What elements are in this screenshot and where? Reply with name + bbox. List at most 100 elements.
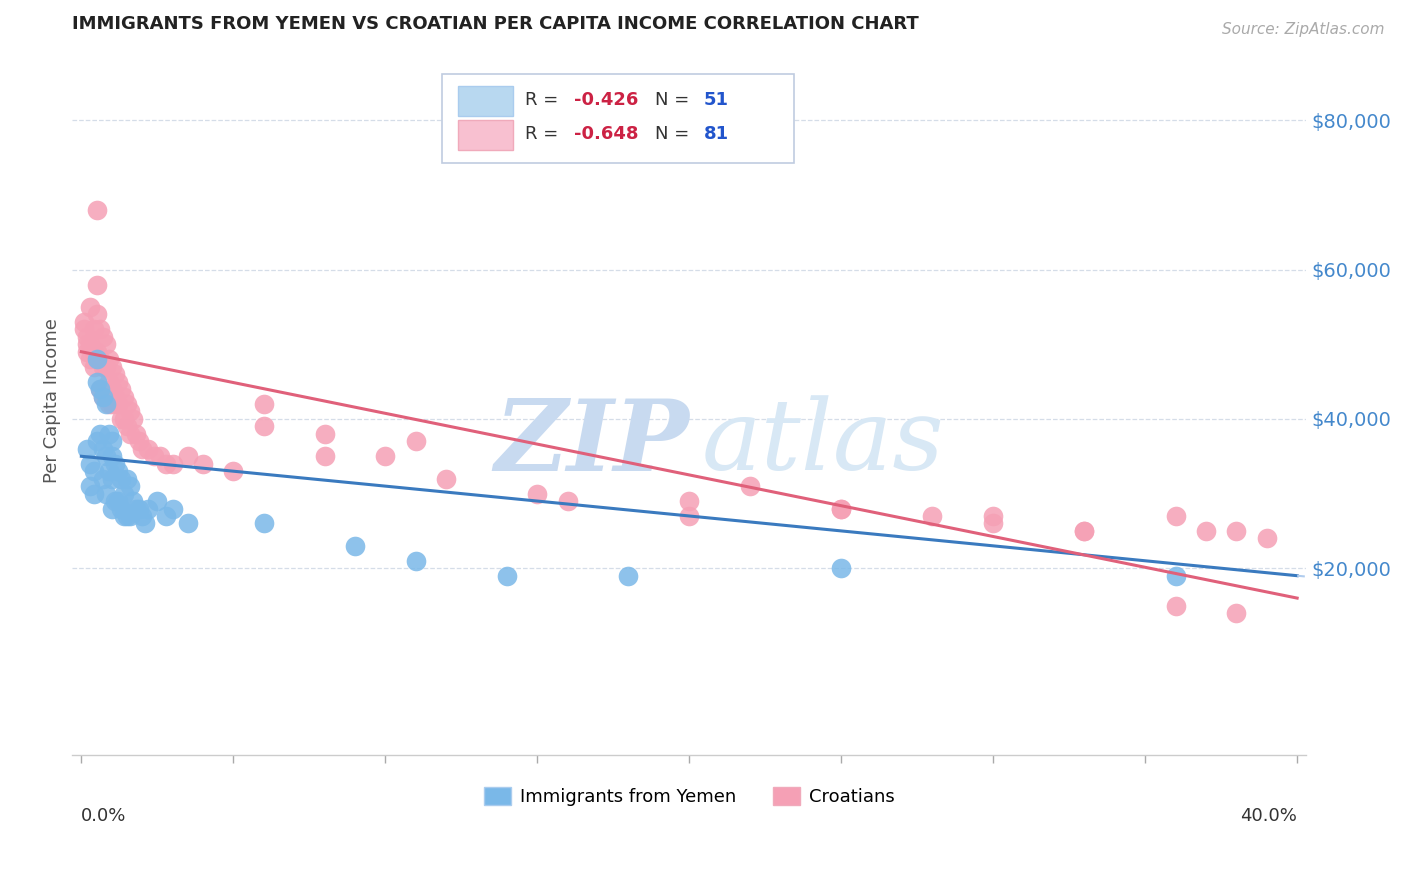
Point xyxy=(83,486,105,500)
Point xyxy=(104,457,127,471)
Point xyxy=(94,486,117,500)
Point xyxy=(115,472,138,486)
Point xyxy=(128,501,150,516)
Text: atlas: atlas xyxy=(702,395,945,491)
Point xyxy=(118,426,141,441)
Point xyxy=(86,352,108,367)
Point xyxy=(73,315,96,329)
Point xyxy=(94,359,117,374)
Point xyxy=(100,397,122,411)
Point xyxy=(921,508,943,523)
Point xyxy=(76,344,98,359)
Point xyxy=(1225,524,1247,538)
Point xyxy=(110,412,132,426)
Point xyxy=(83,359,105,374)
Point xyxy=(115,397,138,411)
Point xyxy=(738,479,761,493)
Text: 40.0%: 40.0% xyxy=(1240,807,1298,825)
Point xyxy=(104,390,127,404)
Point xyxy=(91,390,114,404)
Point xyxy=(136,442,159,456)
Point xyxy=(86,307,108,321)
Point xyxy=(110,382,132,396)
Point xyxy=(97,426,120,441)
Point xyxy=(107,464,129,478)
FancyBboxPatch shape xyxy=(458,120,513,150)
Point xyxy=(100,450,122,464)
Point xyxy=(79,337,101,351)
Point xyxy=(89,382,111,396)
Text: Source: ZipAtlas.com: Source: ZipAtlas.com xyxy=(1222,22,1385,37)
Point xyxy=(1225,606,1247,620)
Point xyxy=(155,457,177,471)
Point xyxy=(1073,524,1095,538)
Point xyxy=(136,501,159,516)
Point xyxy=(405,554,427,568)
Point xyxy=(143,450,166,464)
Point xyxy=(222,464,245,478)
Point xyxy=(162,501,184,516)
Text: R =: R = xyxy=(524,125,564,144)
Point xyxy=(678,494,700,508)
Text: N =: N = xyxy=(655,125,695,144)
Point xyxy=(496,568,519,582)
Point xyxy=(125,426,148,441)
Point xyxy=(104,494,127,508)
Point xyxy=(97,352,120,367)
Point xyxy=(94,337,117,351)
Point xyxy=(314,450,336,464)
Point xyxy=(83,464,105,478)
Point xyxy=(131,508,153,523)
Point xyxy=(94,450,117,464)
Text: -0.648: -0.648 xyxy=(575,125,638,144)
Point xyxy=(86,434,108,449)
Point xyxy=(112,390,135,404)
Point xyxy=(1164,508,1187,523)
Point xyxy=(89,382,111,396)
Point xyxy=(112,508,135,523)
Point xyxy=(314,426,336,441)
Point xyxy=(91,442,114,456)
Point xyxy=(128,434,150,449)
FancyBboxPatch shape xyxy=(443,74,794,162)
Point xyxy=(405,434,427,449)
Point xyxy=(107,397,129,411)
Text: IMMIGRANTS FROM YEMEN VS CROATIAN PER CAPITA INCOME CORRELATION CHART: IMMIGRANTS FROM YEMEN VS CROATIAN PER CA… xyxy=(72,15,920,33)
Text: ZIP: ZIP xyxy=(495,394,689,491)
Y-axis label: Per Capita Income: Per Capita Income xyxy=(44,318,60,483)
Point xyxy=(83,322,105,336)
Point xyxy=(110,472,132,486)
Text: 0.0%: 0.0% xyxy=(82,807,127,825)
Point xyxy=(981,516,1004,531)
Point xyxy=(76,330,98,344)
Point xyxy=(94,390,117,404)
Point xyxy=(100,501,122,516)
Point xyxy=(191,457,214,471)
Point xyxy=(83,344,105,359)
Point xyxy=(73,322,96,336)
Point xyxy=(76,337,98,351)
Point xyxy=(97,397,120,411)
Point xyxy=(112,412,135,426)
Point xyxy=(110,501,132,516)
Point xyxy=(149,450,172,464)
Point xyxy=(253,516,276,531)
Point xyxy=(86,375,108,389)
Point xyxy=(374,450,396,464)
Text: N =: N = xyxy=(655,91,695,110)
Point xyxy=(76,442,98,456)
Point xyxy=(434,472,457,486)
Point xyxy=(100,434,122,449)
Text: 81: 81 xyxy=(704,125,730,144)
Point xyxy=(118,404,141,418)
Point xyxy=(526,486,548,500)
Point xyxy=(162,457,184,471)
FancyBboxPatch shape xyxy=(458,87,513,116)
Point xyxy=(146,494,169,508)
Point xyxy=(557,494,579,508)
Point xyxy=(97,375,120,389)
Point xyxy=(122,412,145,426)
Point xyxy=(1256,532,1278,546)
Point xyxy=(86,202,108,217)
Point xyxy=(79,479,101,493)
